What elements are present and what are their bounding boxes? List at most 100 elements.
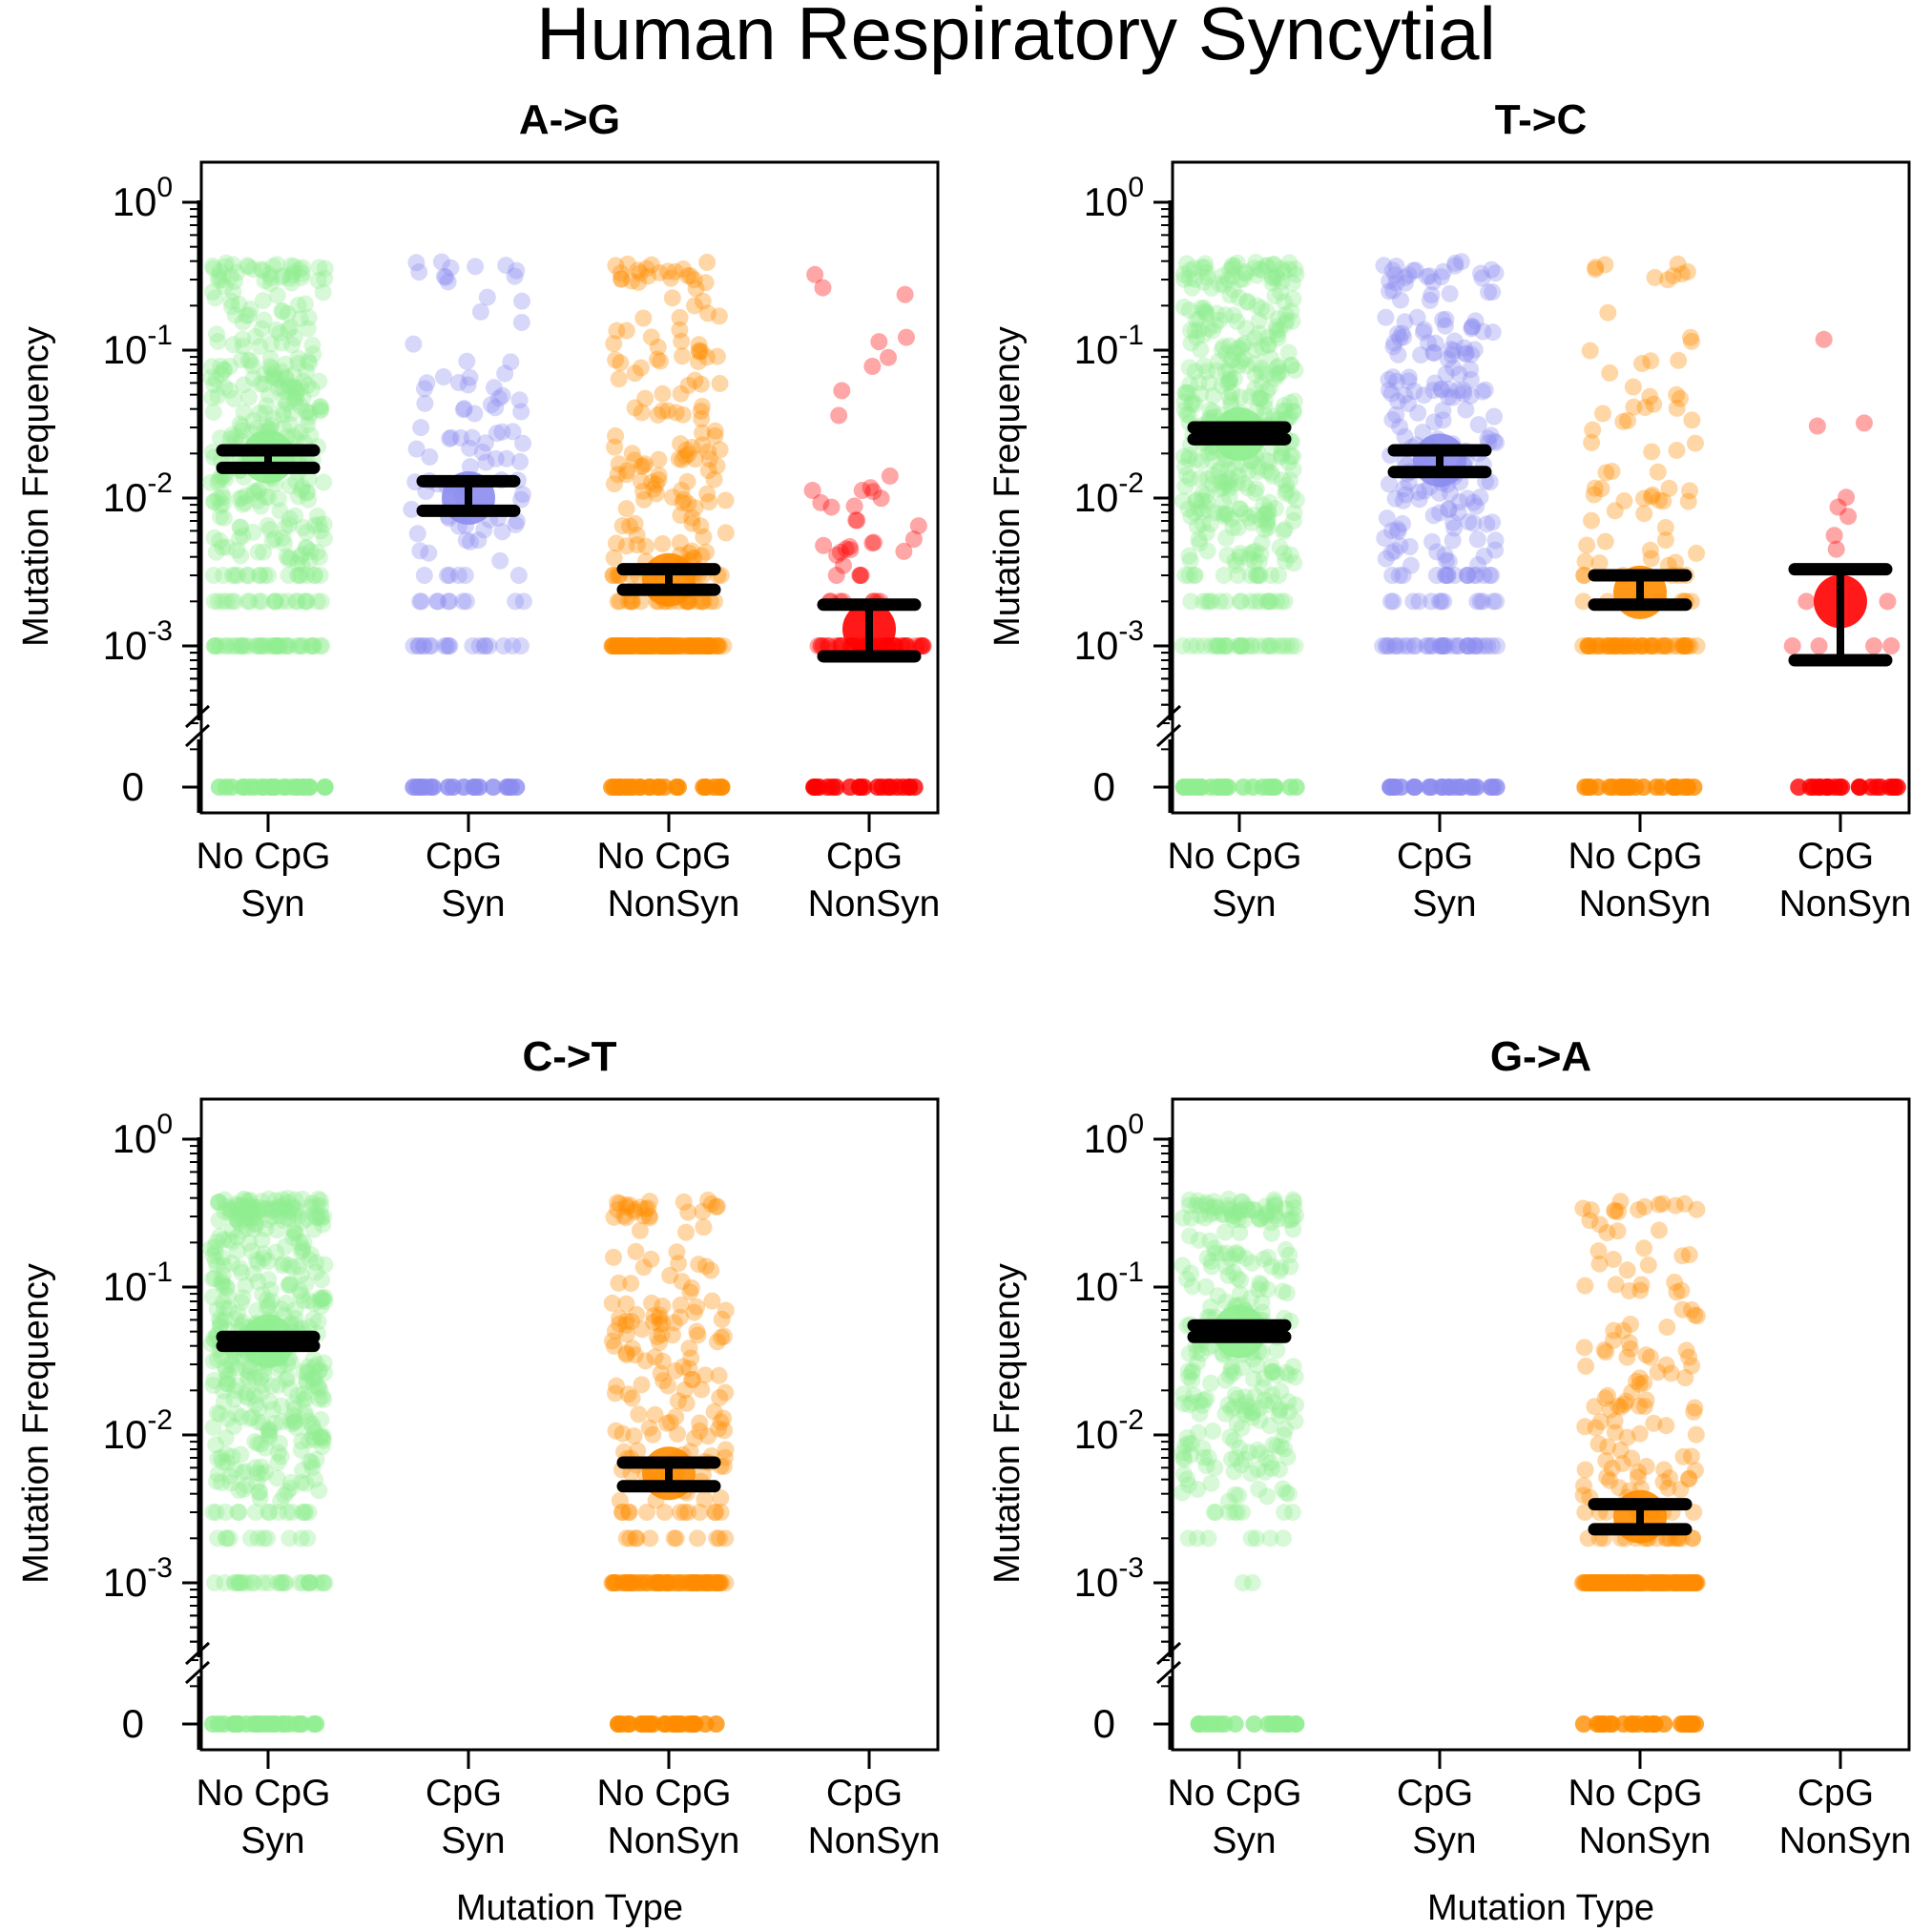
data-point (914, 637, 932, 654)
data-point (297, 363, 315, 381)
data-point (1597, 1452, 1615, 1470)
data-point (654, 637, 672, 654)
data-point (608, 322, 626, 340)
x-category-label: NonSyn (1579, 1820, 1712, 1861)
data-point (647, 485, 665, 503)
data-point (216, 278, 234, 296)
data-point (439, 592, 457, 611)
data-point (436, 637, 454, 654)
data-point (1277, 1421, 1295, 1439)
data-point (851, 567, 869, 585)
data-point (648, 1328, 666, 1346)
data-point (633, 1376, 651, 1394)
data-point (411, 592, 429, 611)
x-category-label: Syn (1412, 1820, 1476, 1861)
data-point (1686, 1399, 1704, 1417)
data-point (303, 336, 322, 354)
data-point (301, 405, 319, 423)
zero-point (1685, 779, 1703, 796)
data-point (496, 364, 514, 383)
data-point (1635, 1398, 1653, 1416)
data-point (699, 637, 717, 654)
data-point (1670, 351, 1688, 369)
data-point (646, 637, 664, 654)
data-point (654, 637, 673, 654)
data-point (637, 1504, 655, 1522)
data-point (272, 363, 290, 381)
data-point (1485, 407, 1504, 426)
data-point (699, 462, 717, 480)
data-point (605, 1248, 623, 1266)
data-point (1445, 519, 1464, 537)
data-point (710, 1529, 728, 1548)
data-point (831, 543, 849, 561)
data-point (1577, 1574, 1595, 1591)
data-point (604, 637, 622, 654)
zero-point (1266, 779, 1284, 796)
data-point (689, 352, 707, 370)
data-point (478, 288, 496, 306)
data-point (1275, 545, 1293, 563)
data-point (405, 637, 423, 654)
data-point (278, 1294, 296, 1312)
data-point (649, 338, 667, 356)
data-point (690, 343, 708, 361)
x-category-label: No CpG (197, 1773, 331, 1814)
data-point (617, 537, 635, 555)
data-point (232, 637, 250, 654)
data-point (703, 1292, 721, 1310)
data-point (620, 637, 638, 654)
data-point (711, 441, 729, 459)
zero-point (246, 779, 264, 796)
data-point (687, 280, 705, 298)
data-point (299, 592, 317, 611)
data-point (428, 592, 447, 611)
data-point (209, 332, 227, 350)
data-point (225, 592, 243, 611)
data-point (674, 347, 692, 365)
data-point (214, 592, 232, 611)
data-point (256, 365, 274, 384)
zero-point (1831, 779, 1849, 796)
data-point (698, 304, 717, 322)
data-point (233, 418, 251, 436)
data-point (632, 637, 650, 654)
data-point (699, 637, 717, 654)
data-point (710, 1366, 728, 1384)
data-point (612, 354, 630, 372)
data-point (698, 253, 717, 271)
data-point (275, 419, 293, 437)
data-point (1579, 637, 1597, 654)
zero-point (467, 779, 485, 796)
data-point (260, 1574, 278, 1591)
data-point (493, 423, 511, 441)
data-point (912, 637, 930, 654)
data-point (470, 637, 488, 654)
data-point (1606, 1423, 1624, 1442)
data-point (699, 1574, 717, 1591)
data-point (1630, 1201, 1648, 1219)
x-category-label: Syn (441, 883, 505, 924)
data-point (1603, 463, 1621, 481)
data-point (1258, 512, 1277, 530)
data-point (270, 370, 288, 388)
data-point (234, 527, 252, 545)
data-point (617, 500, 635, 518)
data-point (1204, 1422, 1222, 1440)
data-point (238, 306, 256, 324)
data-point (228, 541, 246, 559)
data-point (493, 523, 511, 541)
data-point (429, 592, 447, 611)
data-point (1810, 637, 1828, 654)
data-point (405, 335, 423, 353)
data-point (1624, 378, 1642, 396)
data-point (267, 637, 285, 654)
data-point (234, 313, 252, 331)
zero-point (850, 779, 868, 796)
data-point (653, 637, 671, 654)
data-point (249, 637, 267, 654)
data-point (1468, 592, 1486, 611)
data-point (647, 637, 665, 654)
data-point (1584, 421, 1602, 439)
data-point (442, 428, 460, 447)
